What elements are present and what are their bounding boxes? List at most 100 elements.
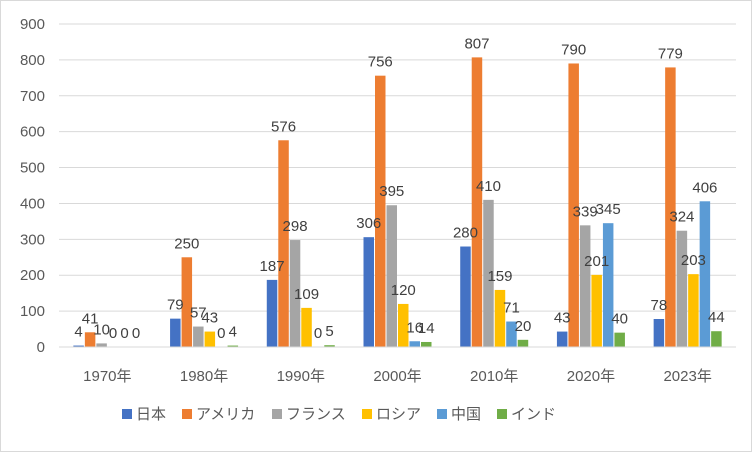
data-label: 79 (167, 297, 184, 314)
data-label: 201 (584, 253, 609, 270)
legend-label: 日本 (136, 406, 166, 423)
data-label: 0 (314, 325, 322, 342)
data-label: 250 (174, 235, 199, 252)
data-label: 5 (325, 323, 333, 340)
bar (375, 75, 386, 348)
y-tick-label: 600 (20, 124, 45, 141)
y-tick-label: 700 (20, 88, 45, 105)
data-label: 187 (260, 258, 285, 275)
data-label: 71 (503, 300, 520, 317)
bar (289, 240, 301, 347)
x-tick-label: 2000年 (373, 368, 421, 385)
x-tick-label: 2020年 (567, 368, 615, 385)
legend-swatch (272, 409, 282, 419)
y-tick-label: 900 (20, 16, 45, 33)
data-label: 0 (217, 325, 225, 342)
data-label: 43 (201, 310, 218, 327)
bar (556, 331, 568, 347)
bar (421, 341, 432, 347)
bar (688, 274, 699, 347)
data-label: 790 (561, 41, 586, 58)
x-tick-label: 2010年 (470, 368, 518, 385)
legend-label: インド (511, 406, 556, 423)
bars (73, 57, 722, 348)
bar (676, 230, 688, 347)
data-label: 78 (651, 297, 668, 314)
bar (653, 319, 665, 347)
data-label: 395 (379, 183, 404, 200)
bar (665, 67, 676, 348)
bar (96, 343, 107, 347)
bar (614, 332, 625, 347)
bar (193, 326, 204, 347)
data-label: 41 (82, 310, 99, 327)
bar (84, 332, 96, 347)
bar (409, 341, 420, 347)
data-label: 40 (611, 311, 628, 328)
data-label: 109 (294, 286, 319, 303)
bar (568, 63, 579, 347)
data-label: 10 (93, 321, 110, 338)
bar (591, 274, 602, 347)
legend-label: ロシア (376, 406, 421, 423)
y-tick-label: 400 (20, 195, 45, 212)
bar (324, 345, 335, 347)
data-label: 4 (74, 324, 82, 341)
data-label: 410 (476, 178, 501, 195)
bar (517, 339, 529, 347)
bar (711, 331, 722, 347)
x-axis: 1970年 1980年 1990年 2000年 2010年 2020年 2023年 (59, 346, 736, 385)
x-tick-label: 2023年 (663, 368, 711, 385)
legend: 日本 アメリカ フランス ロシア 中国 インド (122, 406, 556, 423)
legend-label: 中国 (451, 406, 481, 423)
data-label: 203 (681, 252, 706, 269)
data-label: 756 (368, 54, 393, 71)
y-tick-label: 100 (20, 303, 45, 320)
data-label: 306 (356, 215, 381, 232)
bar (699, 201, 711, 347)
bar (266, 279, 278, 347)
data-label: 339 (573, 203, 598, 220)
data-label: 14 (418, 320, 435, 337)
legend-label: アメリカ (196, 406, 255, 423)
bar (278, 140, 289, 347)
bar (506, 321, 517, 347)
bar (301, 307, 312, 347)
data-label: 298 (283, 218, 308, 235)
bar (386, 205, 397, 347)
bar (170, 318, 181, 347)
data-label: 807 (464, 35, 489, 52)
bar (579, 225, 591, 347)
bar (204, 331, 216, 347)
y-tick-label: 200 (20, 267, 45, 284)
bar (181, 257, 193, 347)
data-label: 280 (453, 225, 478, 242)
data-label: 576 (271, 118, 296, 135)
y-axis: 0 100 200 300 400 500 600 700 800 900 (20, 16, 45, 356)
legend-swatch (362, 409, 372, 419)
x-tick-label: 1980年 (180, 368, 228, 385)
gridlines (59, 23, 736, 348)
y-tick-label: 500 (20, 160, 45, 177)
bar (494, 289, 506, 347)
bar (227, 345, 239, 347)
y-tick-label: 300 (20, 231, 45, 248)
data-label: 324 (669, 209, 694, 226)
data-label: 0 (109, 325, 117, 342)
data-label: 779 (658, 45, 683, 62)
data-label: 159 (487, 268, 512, 285)
bar (363, 237, 374, 347)
data-label: 0 (120, 325, 128, 342)
data-label: 57 (190, 305, 207, 322)
bar (483, 199, 494, 347)
data-label: 16 (406, 319, 423, 336)
bar (73, 345, 84, 347)
legend-label: フランス (286, 406, 346, 423)
data-label: 406 (692, 179, 717, 196)
legend-swatch (497, 409, 507, 419)
bar (602, 223, 614, 347)
data-label: 44 (708, 309, 725, 326)
bar (460, 246, 471, 347)
